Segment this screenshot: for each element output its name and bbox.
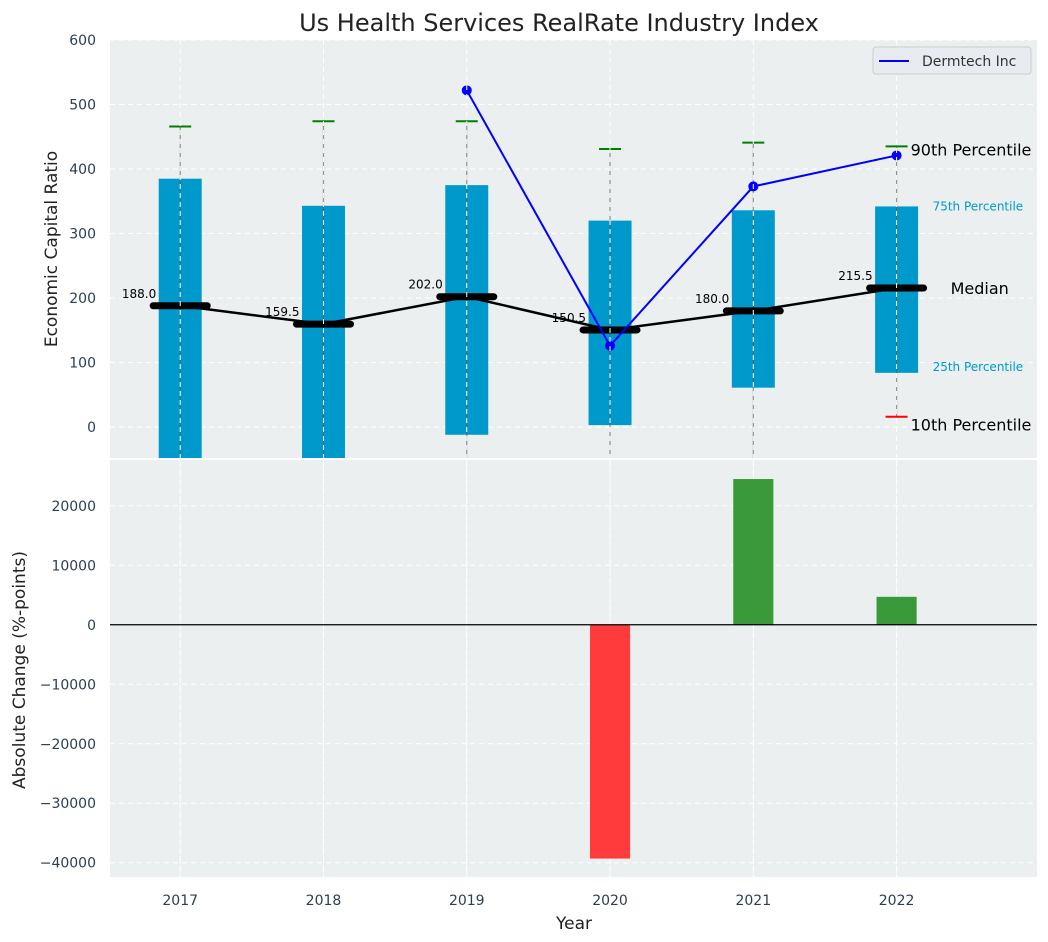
legend: Dermtech Inc: [872, 46, 1032, 75]
dermtech-point: [891, 150, 902, 161]
annotation-10th: 10th Percentile: [911, 416, 1032, 435]
legend-label: Dermtech Inc: [922, 54, 1016, 70]
y-tick-label: 300: [69, 227, 96, 243]
x-tick-label: 2021: [735, 893, 771, 909]
change-bar-2022: [876, 596, 917, 625]
median-value-label: 202.0: [408, 278, 442, 292]
median-value-label: 188.0: [122, 287, 156, 301]
x-axis-label: Year: [555, 914, 592, 934]
change-bar-2020: [589, 624, 631, 859]
y-tick-label: 400: [69, 162, 96, 178]
y-tick-label: 0: [87, 420, 96, 436]
x-tick-label: 2020: [592, 893, 628, 909]
x-tick-label: 2018: [306, 893, 342, 909]
y-tick-label: 0: [87, 618, 96, 634]
annotation-median: Median: [951, 279, 1009, 298]
change-bar-2021: [733, 479, 774, 625]
annotation-75th: 75th Percentile: [933, 199, 1024, 213]
top-y-axis-label: Economic Capital Ratio: [42, 151, 62, 347]
y-tick-label: 10000: [51, 558, 96, 574]
y-tick-label: −30000: [40, 796, 96, 812]
y-tick-label: 600: [69, 33, 96, 49]
median-value-label: 159.5: [265, 305, 299, 319]
dermtech-point: [605, 340, 616, 351]
bottom-plot-area: [110, 460, 1037, 877]
chart-title: Us Health Services RealRate Industry Ind…: [299, 9, 819, 37]
median-value-label: 215.5: [838, 269, 872, 283]
annotation-25th: 25th Percentile: [933, 360, 1024, 374]
median-value-label: 180.0: [695, 292, 729, 306]
y-tick-label: 100: [69, 356, 96, 372]
annotation-90th: 90th Percentile: [911, 140, 1032, 159]
y-tick-label: −40000: [40, 856, 96, 872]
median-value-label: 150.5: [552, 311, 586, 325]
y-tick-label: −20000: [40, 737, 96, 753]
y-tick-label: 200: [69, 291, 96, 307]
x-tick-label: 2022: [879, 893, 915, 909]
dermtech-line: [465, 89, 897, 348]
bottom-y-axis-label: Absolute Change (%-points): [10, 551, 30, 789]
y-tick-label: 500: [69, 98, 96, 114]
dermtech-point: [461, 85, 472, 96]
legend-box: [872, 46, 1032, 75]
y-tick-label: 20000: [51, 499, 96, 515]
x-tick-label: 2019: [449, 893, 485, 909]
y-tick-label: −10000: [40, 677, 96, 693]
x-tick-label: 2017: [162, 893, 198, 909]
